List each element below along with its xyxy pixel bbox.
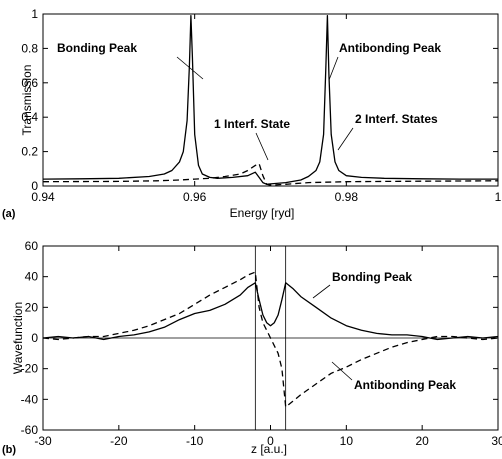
y-tick-label: 20 <box>25 300 39 314</box>
solid-series-line <box>42 15 498 185</box>
panel-a-transmission: 0.94 0.96 0.98 1 0 0.2 0.4 0.6 0.8 1 Transmission… <box>2 7 502 220</box>
x-tick-label: 0.96 <box>183 190 207 204</box>
panel-a-series <box>42 15 499 186</box>
annotation-2-interf-states: 2 Interf. States <box>355 112 438 126</box>
pointer-bonding-peak-a <box>176 56 204 80</box>
y-tick-label: 60 <box>25 239 39 253</box>
x-tick-label: 1 <box>495 190 502 204</box>
x-tick-label: 0.98 <box>335 190 359 204</box>
pointer-antibonding-peak-b <box>331 361 353 381</box>
y-tick-label: 0.8 <box>21 41 38 55</box>
x-tick-label: -30 <box>34 434 52 448</box>
x-tick-label: -20 <box>110 434 128 448</box>
pointer-bonding-peak-b <box>312 284 331 299</box>
y-tick-label: 0 <box>31 179 38 193</box>
annotation-bonding-peak-b: Bonding Peak <box>332 270 412 284</box>
x-tick-label: 10 <box>340 434 354 448</box>
panel-a-ylabel: Transmission <box>20 65 34 136</box>
solid-series-line <box>42 282 499 341</box>
panel-b-ticks: -30 -20 -10 0 10 20 30 -60 -40 -20 0 20 40 60 <box>21 239 502 448</box>
panel-a-ticks: 0.94 0.96 0.98 1 0 0.2 0.4 0.6 0.8 1 <box>21 7 501 204</box>
panel-b-frame <box>42 245 499 431</box>
dashed-series-line <box>42 271 499 408</box>
pointer-2-interf-states <box>337 127 354 151</box>
annotation-antibonding-peak-b: Antibonding Peak <box>354 378 456 392</box>
y-tick-label: 0.2 <box>21 145 38 159</box>
panel-b-xlabel: z [a.u.] <box>251 442 287 456</box>
y-tick-label: 1 <box>31 7 38 21</box>
y-tick-label: -60 <box>21 423 39 437</box>
annotation-1-interf-state: 1 Interf. State <box>214 117 290 131</box>
y-tick-label: 40 <box>25 270 39 284</box>
x-tick-label: 20 <box>415 434 429 448</box>
annotation-bonding-peak-a: Bonding Peak <box>57 41 137 55</box>
y-tick-label: -40 <box>21 392 39 406</box>
y-tick-label: -20 <box>21 362 39 376</box>
y-tick-label: 0.4 <box>21 110 38 124</box>
x-tick-label: 0.94 <box>31 190 55 204</box>
panel-b-series <box>42 271 499 408</box>
panel-b-ylabel: Wavefunction <box>11 302 25 374</box>
x-tick-label: 30 <box>491 434 502 448</box>
panel-a-tag: (a) <box>2 208 16 220</box>
panel-b-wavefunction: -30 -20 -10 0 10 20 30 -60 -40 -20 0 20 40 60 Wavefun… <box>2 239 502 456</box>
panel-b-tag: (b) <box>2 444 16 456</box>
panel-a-frame <box>42 13 499 187</box>
pointer-1-interf-state <box>255 132 269 161</box>
panel-a-xlabel: Energy [ryd] <box>230 206 295 220</box>
x-tick-label: 0 <box>267 434 274 448</box>
dashed-series-line <box>42 162 499 186</box>
y-tick-label: 0.6 <box>21 76 38 90</box>
y-tick-label: 0 <box>31 331 38 345</box>
x-tick-label: -10 <box>186 434 204 448</box>
pointer-antibonding-peak-a <box>328 56 339 81</box>
annotation-antibonding-peak-a: Antibonding Peak <box>339 41 441 55</box>
